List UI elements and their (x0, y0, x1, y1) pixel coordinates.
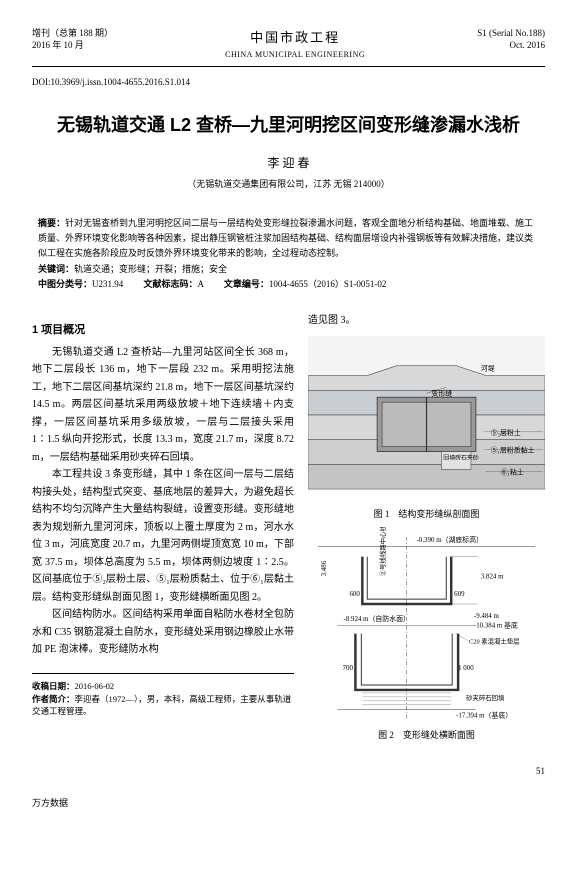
bio-label: 作者简介： (32, 694, 75, 704)
fig1-l61: ⑥₁粘土 (501, 467, 524, 476)
affiliation: （无锡轨道交通集团有限公司，江苏 无锡 214000） (32, 177, 545, 191)
author-bio: 作者简介：李迎春（1972—），男，本科，高级工程师，主要从事轨道交通工程管理。 (32, 693, 294, 719)
fig2-w4: 1 000 (458, 665, 474, 672)
articleno-text: 1004-4655（2016）S1-0051-02 (269, 279, 387, 289)
fig1-caption: 图 1 结构变形缝纵剖面图 (308, 507, 545, 521)
page-number: 51 (32, 764, 545, 778)
keywords-label: 关键词： (38, 264, 74, 274)
s1-right-lead: 造见图 3。 (308, 312, 545, 330)
header-left: 增刊（总第 188 期） 2016 年 10 月 (32, 28, 113, 62)
fig2-axis: ②号线线路中心线 (378, 527, 387, 576)
abstract-block: 摘要：针对无锡查桥到九里河明挖区间二层与一层结构处变形缝拉裂渗漏水问题，客观全面… (38, 216, 539, 292)
fig1-svg: 河堤 变形缝 ⑤₂层粉土 ⑤₁层粉质黏土 ⑥₁粘土 回填砖石夹砂 (308, 336, 545, 504)
received-text: 2016-06-02 (75, 681, 115, 691)
fig1-l52: ⑤₂层粉土 (491, 427, 521, 436)
fig1-river-label: 河堤 (481, 363, 495, 372)
fig1-l51: ⑤₁层粉质黏土 (491, 445, 535, 454)
paper-title: 无锡轨道交通 L2 查桥—九里河明挖区间变形缝渗漏水浅析 (32, 113, 545, 138)
abstract-label: 摘要： (38, 218, 65, 228)
footnote-block: 收稿日期：2016-06-02 作者简介：李迎春（1972—），男，本科，高级工… (32, 673, 294, 718)
issue-cn: 增刊（总第 188 期） (32, 28, 113, 40)
figure-1: 河堤 变形缝 ⑤₂层粉土 ⑤₁层粉质黏土 ⑥₁粘土 回填砖石夹砂 图 1 结构变… (308, 336, 545, 521)
doccode-label: 文献标志码： (144, 279, 198, 289)
classno-text: U231.94 (92, 279, 123, 289)
received-date: 收稿日期：2016-06-02 (32, 680, 294, 693)
fig1-backfill: 回填砖石夹砂 (443, 453, 479, 461)
received-label: 收稿日期： (32, 681, 75, 691)
source-watermark: 万方数据 (32, 796, 545, 810)
s1-p1: 无锡轨道交通 L2 查桥站—九里河站区间全长 368 m，地下二层段长 136 … (32, 344, 294, 467)
s1-p3: 区间结构防水。区间结构采用单面自粘防水卷材全包防水和 C35 钢筋混凝土自防水，… (32, 606, 294, 659)
header-right: S1 (Serial No.188) Oct. 2016 (477, 28, 545, 62)
s1-p2: 本工程共设 3 条变形缝，其中 1 条在区间一层与二层结构接头处，结构型式突变、… (32, 466, 294, 606)
left-column: 1 项目概况 无锡轨道交通 L2 查桥站—九里河站区间全长 368 m，地下二层… (32, 312, 294, 748)
figure-2: -0.390 m（湖底标高） 3.486 600 609 ②号线线路中心线 3.… (308, 527, 545, 742)
fig2-w1: 600 (349, 591, 360, 598)
fig1-joint-label: 变形缝 (431, 388, 452, 397)
classno-label: 中图分类号： (38, 279, 92, 289)
date-en: Oct. 2016 (477, 40, 545, 52)
fig2-w3: 700 (343, 665, 354, 672)
articleno-label: 文章编号： (224, 279, 269, 289)
fig2-h1: 3.486 (321, 560, 328, 576)
abstract: 摘要：针对无锡查桥到九里河明挖区间二层与一层结构处变形缝拉裂渗漏水问题，客观全面… (38, 216, 539, 262)
date-cn: 2016 年 10 月 (32, 40, 113, 52)
right-column: 造见图 3。 河堤 变形缝 ⑤₂层粉土 ⑤₁层粉质黏土 ⑥₁粘土 (308, 312, 545, 748)
fig2-lakebottom: -0.390 m（湖底标高） (417, 535, 483, 544)
journal-name-cn: 中国市政工程 (225, 28, 365, 49)
fig2-slab: C20 素混凝土垫层 (469, 637, 520, 646)
doccode-text: A (198, 279, 204, 289)
fig2-d4: -17.394 m（基底） (456, 711, 512, 720)
two-column-body: 1 项目概况 无锡轨道交通 L2 查桥站—九里河站区间全长 368 m，地下二层… (32, 312, 545, 748)
serial-en: S1 (Serial No.188) (477, 28, 545, 40)
class-line: 中图分类号：U231.94 文献标志码：A 文章编号：1004-4655（201… (38, 277, 539, 292)
journal-name-en: CHINA MUNICIPAL ENGINEERING (225, 49, 365, 62)
abstract-text: 针对无锡查桥到九里河明挖区间二层与一层结构处变形缝拉裂渗漏水问题，客观全面地分析… (38, 218, 533, 259)
header-center: 中国市政工程 CHINA MUNICIPAL ENGINEERING (225, 28, 365, 62)
fig2-d3: -10.384 m 基底 (474, 621, 518, 630)
keywords-text: 轨道交通；变形缝；开裂；措施；安全 (74, 264, 227, 274)
fig2-w2: 609 (454, 591, 465, 598)
fig2-svg: -0.390 m（湖底标高） 3.486 600 609 ②号线线路中心线 3.… (308, 527, 545, 725)
journal-header: 增刊（总第 188 期） 2016 年 10 月 中国市政工程 CHINA MU… (32, 28, 545, 67)
keywords: 关键词：轨道交通；变形缝；开裂；措施；安全 (38, 262, 539, 277)
doi: DOI:10.3969/j.issn.1004-4655.2016.S1.014 (32, 75, 545, 89)
fig2-caption: 图 2 变形缝处横断面图 (308, 728, 545, 742)
fig2-fill: 砂夹碎石回填 (466, 693, 505, 702)
fig2-d1: -8.924 m（自防水面） (344, 614, 410, 623)
section-1-heading: 1 项目概况 (32, 322, 294, 340)
author-name: 李 迎 春 (32, 154, 545, 173)
fig2-d2: -9.484 m (474, 613, 500, 620)
fig2-h2: 3.824 m (481, 573, 504, 580)
